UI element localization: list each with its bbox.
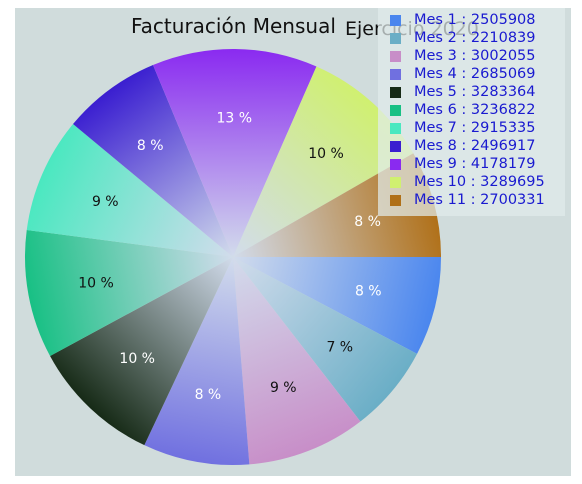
legend-label: Mes 1 : 2505908 — [414, 12, 536, 28]
slice-percent-label: 8 % — [354, 214, 381, 230]
slice-percent-label: 10 % — [308, 146, 344, 162]
pie-chart: 8 % 7 % 9 % 8 % 10 % 10 % 9 % 8 % 13 % 10 % 8 % Fa… — [24, 14, 479, 466]
slice-percent-label: 10 % — [78, 275, 114, 291]
pie-slice — [50, 257, 233, 446]
legend-label: Mes 8 : 2496917 — [414, 138, 536, 154]
pie-slices — [24, 49, 441, 466]
pie-slice — [233, 257, 441, 354]
legend-item: Mes 10 : 3289695 — [378, 173, 545, 191]
slice-percent-label: 7 % — [326, 340, 353, 356]
legend-swatch — [390, 14, 401, 26]
legend-item: Mes 9 : 4178179 — [378, 155, 536, 173]
pie-slice-labels: 8 % 7 % 9 % 8 % 10 % 10 % 9 % 8 % 13 % 10 % 8 % — [78, 111, 381, 404]
legend-item: Mes 6 : 3236822 — [378, 101, 536, 119]
legend-swatch — [390, 86, 401, 98]
slice-percent-label: 10 % — [119, 351, 155, 367]
legend-label: Mes 7 : 2915335 — [414, 120, 536, 136]
legend-item: Mes 4 : 2685069 — [378, 65, 536, 83]
legend-swatch — [390, 194, 401, 206]
legend-label: Mes 10 : 3289695 — [414, 174, 545, 190]
legend-item: Mes 5 : 3283364 — [378, 83, 536, 101]
legend-item: Mes 3 : 3002055 — [378, 47, 536, 65]
chart-title: Facturación Mensual — [131, 14, 336, 38]
legend-label: Mes 5 : 3283364 — [414, 84, 536, 100]
slice-percent-label: 8 % — [137, 138, 164, 154]
legend-label: Mes 6 : 3236822 — [414, 102, 536, 118]
pie-slice — [233, 257, 361, 465]
pie-slice — [233, 66, 414, 257]
legend-swatch — [390, 50, 401, 62]
chart-panel: 8 % 7 % 9 % 8 % 10 % 10 % 9 % 8 % 13 % 10 % 8 % Fa… — [15, 8, 571, 476]
pie-slice — [233, 257, 418, 422]
legend-label: Mes 9 : 4178179 — [414, 156, 536, 172]
pie-slice — [24, 230, 234, 356]
pie-slice — [144, 257, 250, 466]
legend-swatch — [390, 140, 401, 152]
slice-percent-label: 8 % — [355, 283, 382, 299]
legend-item: Mes 2 : 2210839 — [378, 29, 536, 47]
legend-item: Mes 11 : 2700331 — [378, 191, 545, 209]
legend-label: Mes 3 : 3002055 — [414, 48, 536, 64]
pie-slice — [26, 124, 233, 257]
slice-percent-label: 9 % — [270, 380, 297, 396]
legend-swatch — [390, 176, 401, 188]
legend-swatch — [390, 68, 401, 80]
pie-slice — [73, 65, 233, 257]
legend-item: Mes 1 : 2505908 — [378, 11, 536, 29]
legend-label: Mes 4 : 2685069 — [414, 66, 536, 82]
slice-percent-label: 9 % — [92, 194, 119, 210]
legend-swatch — [390, 158, 401, 170]
legend-swatch — [390, 32, 401, 44]
legend-label: Mes 11 : 2700331 — [414, 192, 545, 208]
legend-label: Mes 2 : 2210839 — [414, 30, 536, 46]
chart-legend: Mes 1 : 2505908 Mes 2 : 2210839 Mes 3 : 30… — [378, 8, 565, 216]
pie-slice — [153, 49, 317, 258]
legend-swatch — [390, 122, 401, 134]
legend-swatch — [390, 104, 401, 116]
legend-item: Mes 7 : 2915335 — [378, 119, 536, 137]
legend-item: Mes 8 : 2496917 — [378, 137, 536, 155]
slice-percent-label: 13 % — [217, 111, 253, 127]
slice-percent-label: 8 % — [195, 387, 222, 403]
